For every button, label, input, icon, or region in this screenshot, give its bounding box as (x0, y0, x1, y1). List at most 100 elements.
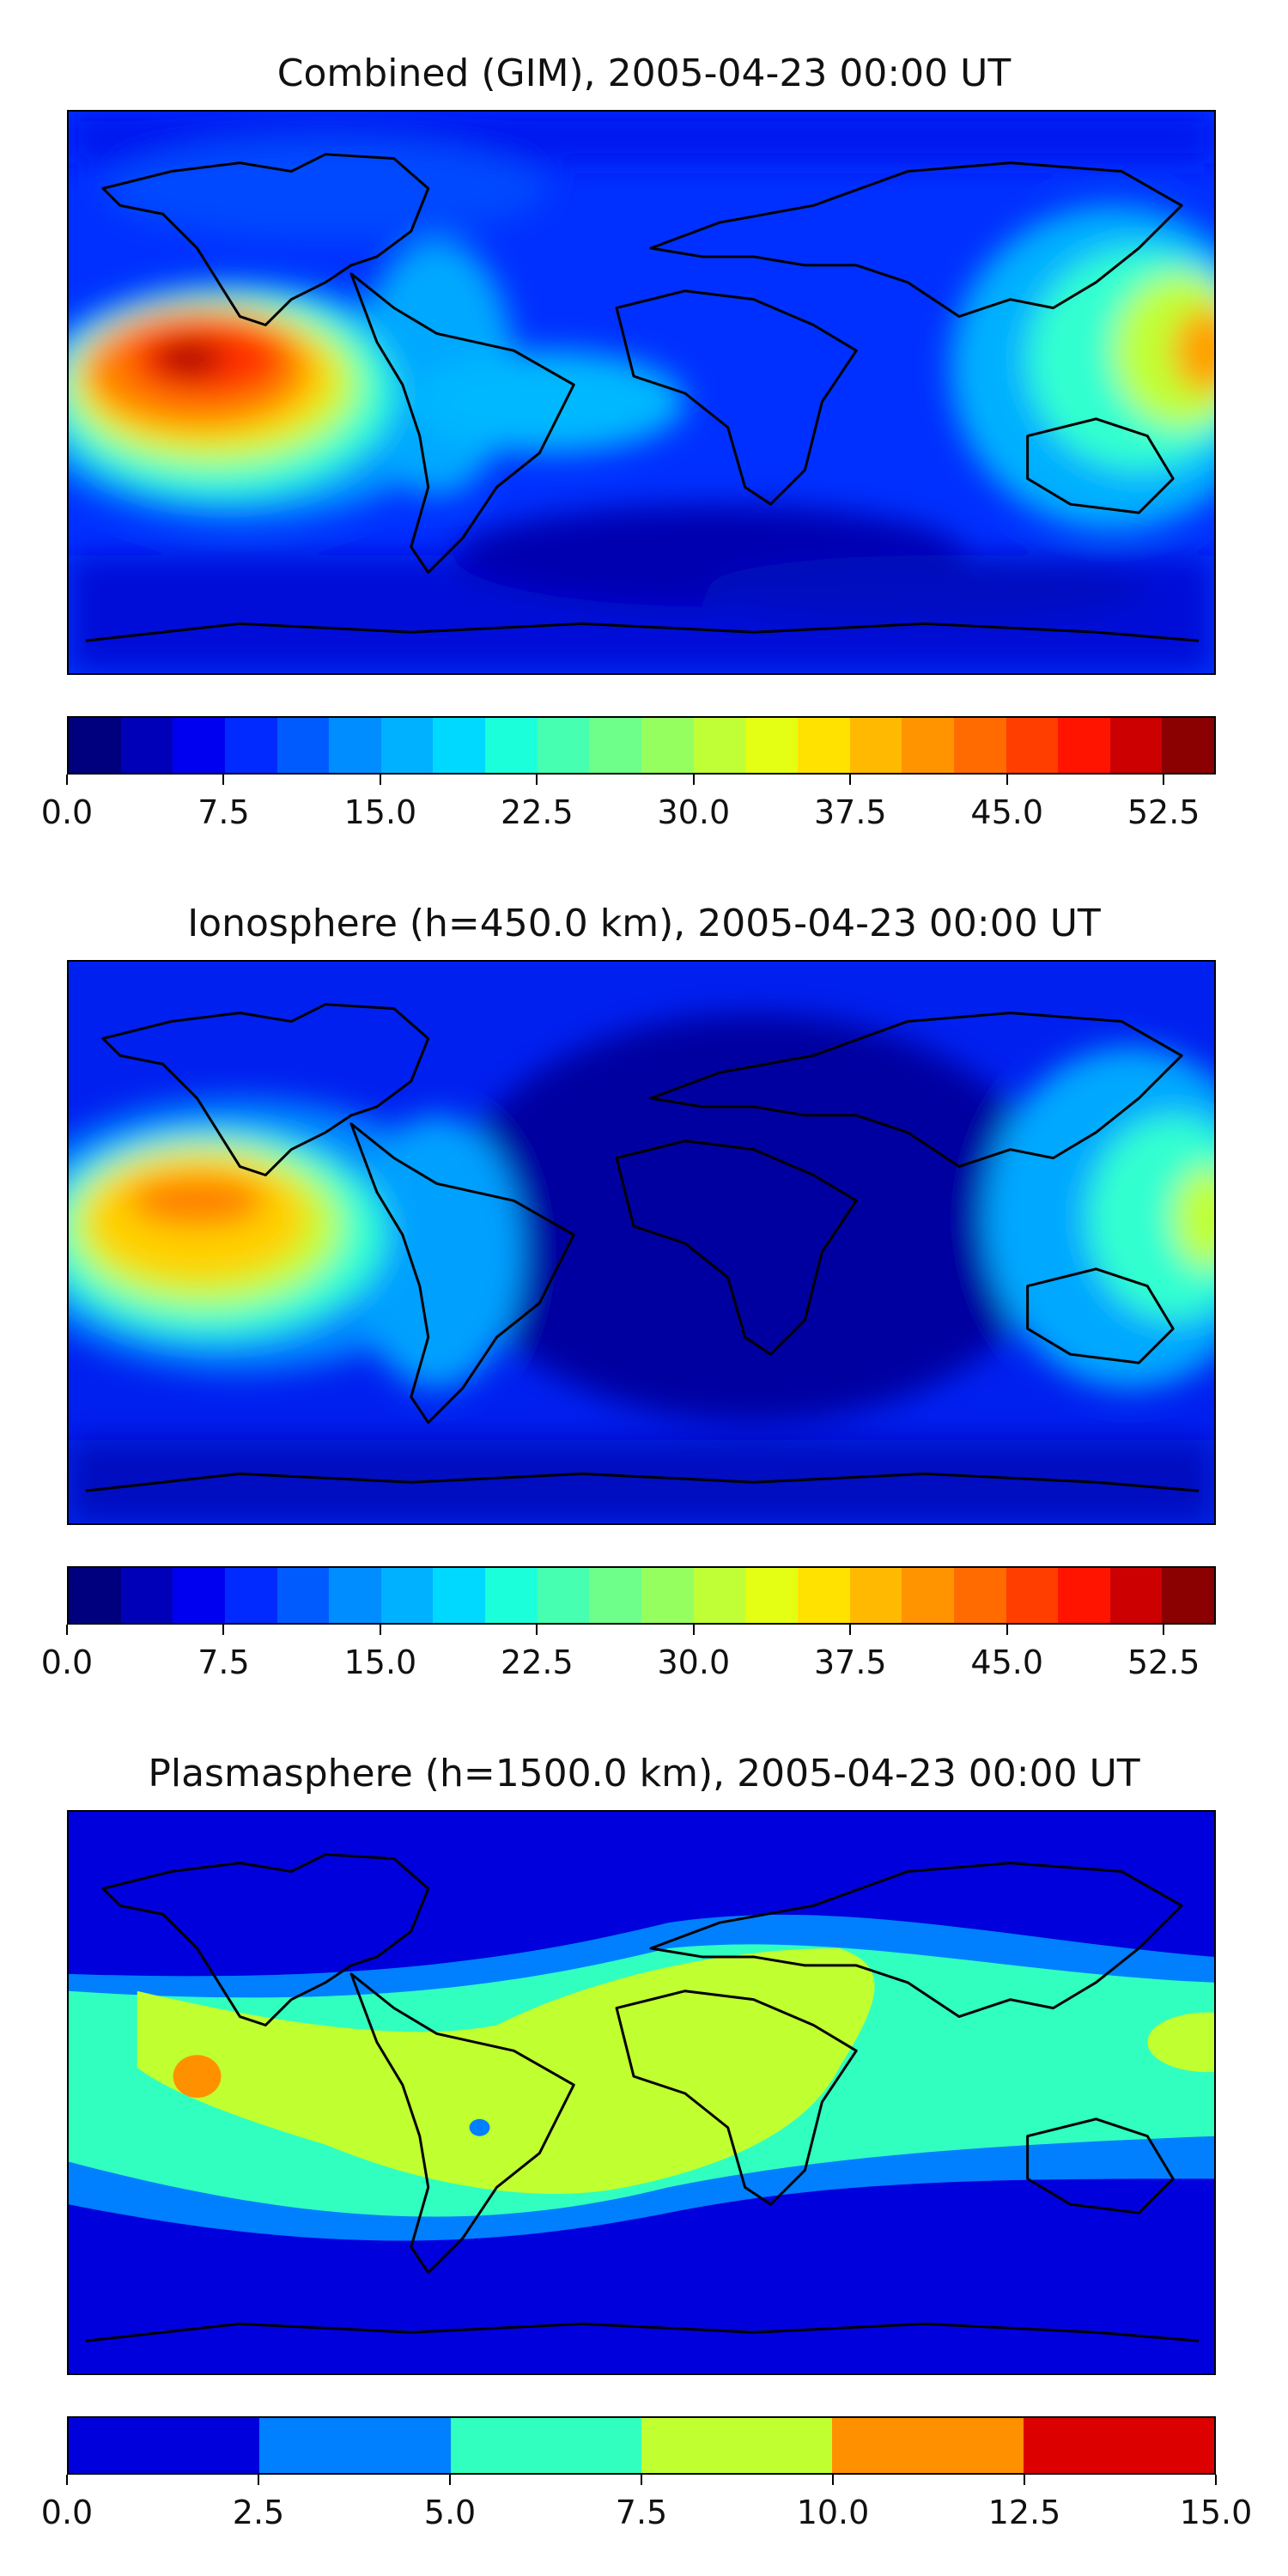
plasmasphere-tick-mark (832, 2475, 834, 2485)
ionosphere-colorbar-segment (745, 1568, 798, 1623)
combined-coastlines (85, 153, 1200, 642)
plasmasphere-tick-label: 7.5 (615, 2494, 668, 2531)
combined-colorbar-segment (1058, 718, 1110, 773)
ionosphere-panel: Ionosphere (h=450.0 km), 2005-04-23 00:0… (0, 850, 1288, 1700)
plasmasphere-colorbar-segment (450, 2418, 641, 2473)
combined-colorbar-segment (433, 718, 486, 773)
combined-colorbar-ticks: 0.0 7.5 15.0 22.5 30.0 37.5 45.0 52.5 (41, 775, 1216, 835)
ionosphere-tick-mark (849, 1625, 852, 1635)
plasmasphere-colorbar-segment (69, 2418, 260, 2473)
plasmasphere-colorbar-segment (641, 2418, 833, 2473)
ionosphere-tick-mark (66, 1625, 68, 1635)
plasmasphere-tick-mark (66, 2475, 68, 2485)
combined-tick-label: 37.5 (813, 793, 887, 831)
combined-colorbar-segment (485, 718, 538, 773)
plasmasphere-tick-label: 2.5 (232, 2494, 285, 2531)
plasmasphere-colorbar-segment (832, 2418, 1024, 2473)
ionosphere-colorbar-segment (693, 1568, 746, 1623)
ionosphere-title: Ionosphere (h=450.0 km), 2005-04-23 00:0… (187, 902, 1101, 945)
combined-panel: Combined (GIM), 2005-04-23 00:00 UT (0, 0, 1288, 850)
ionosphere-tick-mark (1163, 1625, 1165, 1635)
combined-colorbar-segment (693, 718, 746, 773)
ionosphere-colorbar-segment (380, 1568, 434, 1623)
ionosphere-map (67, 960, 1216, 1525)
combined-tick-label: 52.5 (1127, 793, 1200, 831)
plasmasphere-tick-mark (641, 2475, 642, 2485)
plasmasphere-tick-label: 5.0 (423, 2494, 477, 2531)
combined-colorbar-segment (120, 718, 173, 773)
ionosphere-tick-label: 45.0 (970, 1643, 1044, 1681)
combined-colorbar-segment (173, 718, 225, 773)
plasmasphere-tick-label: 15.0 (1179, 2494, 1253, 2531)
ionosphere-colorbar-segment (537, 1568, 590, 1623)
combined-colorbar-segment (1162, 718, 1215, 773)
ionosphere-map-svg (69, 962, 1214, 1523)
ionosphere-tick-label: 7.5 (197, 1643, 250, 1681)
plasmasphere-panel: Plasmasphere (h=1500.0 km), 2005-04-23 0… (0, 1700, 1288, 2550)
ionosphere-tick-mark (1005, 1625, 1008, 1635)
combined-colorbar-segment (745, 718, 798, 773)
ionosphere-field (69, 1012, 1214, 1523)
ionosphere-colorbar-segment (433, 1568, 486, 1623)
plasmasphere-tick-label: 0.0 (40, 2494, 94, 2531)
ionosphere-colorbar-segment (1005, 1568, 1059, 1623)
combined-colorbar-segment (1109, 718, 1163, 773)
plasmasphere-tick-mark (258, 2475, 259, 2485)
ionosphere-colorbar-segment (1109, 1568, 1163, 1623)
ionosphere-tick-mark (692, 1625, 695, 1635)
plasmasphere-colorbar-ticks: 0.0 2.5 5.0 7.5 10.0 12.5 15.0 (41, 2475, 1252, 2535)
combined-map-svg (69, 112, 1214, 673)
ionosphere-colorbar-segment (1058, 1568, 1110, 1623)
ionosphere-colorbar-segment (485, 1568, 538, 1623)
ionosphere-colorbar (67, 1566, 1216, 1625)
ionosphere-colorbar-segment (173, 1568, 225, 1623)
plasmasphere-tick-mark (1024, 2475, 1025, 2485)
plasmasphere-colorbar-segment (1023, 2418, 1214, 2473)
ionosphere-tick-label: 15.0 (343, 1643, 417, 1681)
combined-field (69, 112, 1214, 673)
ionosphere-colorbar-segment (1162, 1568, 1215, 1623)
ionosphere-tick-mark (536, 1625, 538, 1635)
combined-tick-mark (1005, 775, 1008, 785)
ionosphere-colorbar-segment (902, 1568, 954, 1623)
plasmasphere-tick-label: 12.5 (987, 2494, 1061, 2531)
plasmasphere-tick-label: 10.0 (796, 2494, 870, 2531)
ionosphere-coastlines (85, 1003, 1200, 1492)
combined-tick-label: 30.0 (657, 793, 731, 831)
combined-tick-mark (536, 775, 538, 785)
ionosphere-tick-label: 52.5 (1127, 1643, 1200, 1681)
ionosphere-tick-mark (222, 1625, 225, 1635)
combined-tick-label: 15.0 (343, 793, 417, 831)
ionosphere-colorbar-segment (69, 1568, 121, 1623)
combined-tick-label: 45.0 (970, 793, 1044, 831)
combined-colorbar-segment (329, 718, 381, 773)
combined-colorbar-segment (953, 718, 1006, 773)
combined-colorbar-segment (589, 718, 642, 773)
plasmasphere-colorbar (67, 2416, 1216, 2475)
ionosphere-colorbar-segment (329, 1568, 381, 1623)
plasmasphere-colorbar-segment (259, 2418, 451, 2473)
ionosphere-tick-mark (379, 1625, 381, 1635)
ionosphere-tick-label: 22.5 (501, 1643, 574, 1681)
combined-tick-label: 7.5 (197, 793, 250, 831)
ionosphere-colorbar-segment (641, 1568, 694, 1623)
plasmasphere-title: Plasmasphere (h=1500.0 km), 2005-04-23 0… (148, 1752, 1140, 1795)
combined-colorbar-segment (1005, 718, 1059, 773)
combined-map (67, 110, 1216, 675)
combined-colorbar-segment (537, 718, 590, 773)
combined-tick-mark (849, 775, 852, 785)
ionosphere-tick-label: 0.0 (40, 1643, 94, 1681)
ionosphere-colorbar-segment (589, 1568, 642, 1623)
ionosphere-tick-label: 37.5 (813, 1643, 887, 1681)
ionosphere-colorbar-segment (953, 1568, 1006, 1623)
ionosphere-colorbar-segment (849, 1568, 902, 1623)
plasmasphere-map-svg (69, 1812, 1214, 2373)
ionosphere-tick-label: 30.0 (657, 1643, 731, 1681)
ionosphere-colorbar-segment (224, 1568, 277, 1623)
combined-tick-mark (1163, 775, 1165, 785)
combined-colorbar-segment (380, 718, 434, 773)
combined-colorbar (67, 716, 1216, 775)
combined-tick-mark (66, 775, 68, 785)
plasmasphere-tick-mark (449, 2475, 451, 2485)
combined-colorbar-segment (69, 718, 121, 773)
